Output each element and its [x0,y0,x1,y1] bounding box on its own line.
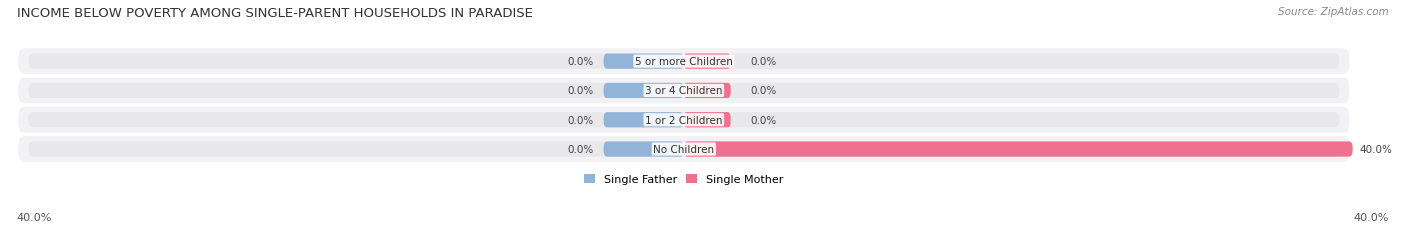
Text: No Children: No Children [654,144,714,154]
FancyBboxPatch shape [603,142,683,157]
Text: 0.0%: 0.0% [567,86,593,96]
Text: 40.0%: 40.0% [17,212,52,222]
Text: 5 or more Children: 5 or more Children [636,57,733,67]
FancyBboxPatch shape [603,54,683,70]
Text: 0.0%: 0.0% [751,57,778,67]
Text: INCOME BELOW POVERTY AMONG SINGLE-PARENT HOUSEHOLDS IN PARADISE: INCOME BELOW POVERTY AMONG SINGLE-PARENT… [17,7,533,20]
FancyBboxPatch shape [683,142,1353,157]
Text: 40.0%: 40.0% [1354,212,1389,222]
FancyBboxPatch shape [28,142,1340,157]
FancyBboxPatch shape [18,137,1350,162]
FancyBboxPatch shape [683,83,731,99]
Text: 0.0%: 0.0% [751,86,778,96]
Text: 1 or 2 Children: 1 or 2 Children [645,115,723,125]
Text: 40.0%: 40.0% [1360,144,1392,154]
Text: 0.0%: 0.0% [567,57,593,67]
Text: 3 or 4 Children: 3 or 4 Children [645,86,723,96]
FancyBboxPatch shape [18,49,1350,75]
Text: 0.0%: 0.0% [751,115,778,125]
FancyBboxPatch shape [28,54,1340,70]
Text: 0.0%: 0.0% [567,144,593,154]
FancyBboxPatch shape [683,54,731,70]
FancyBboxPatch shape [28,113,1340,128]
FancyBboxPatch shape [18,107,1350,133]
Text: 0.0%: 0.0% [567,115,593,125]
FancyBboxPatch shape [603,83,683,99]
Text: Source: ZipAtlas.com: Source: ZipAtlas.com [1278,7,1389,17]
FancyBboxPatch shape [18,78,1350,104]
FancyBboxPatch shape [683,113,731,128]
FancyBboxPatch shape [603,113,683,128]
Legend: Single Father, Single Mother: Single Father, Single Mother [583,174,783,184]
FancyBboxPatch shape [28,83,1340,99]
